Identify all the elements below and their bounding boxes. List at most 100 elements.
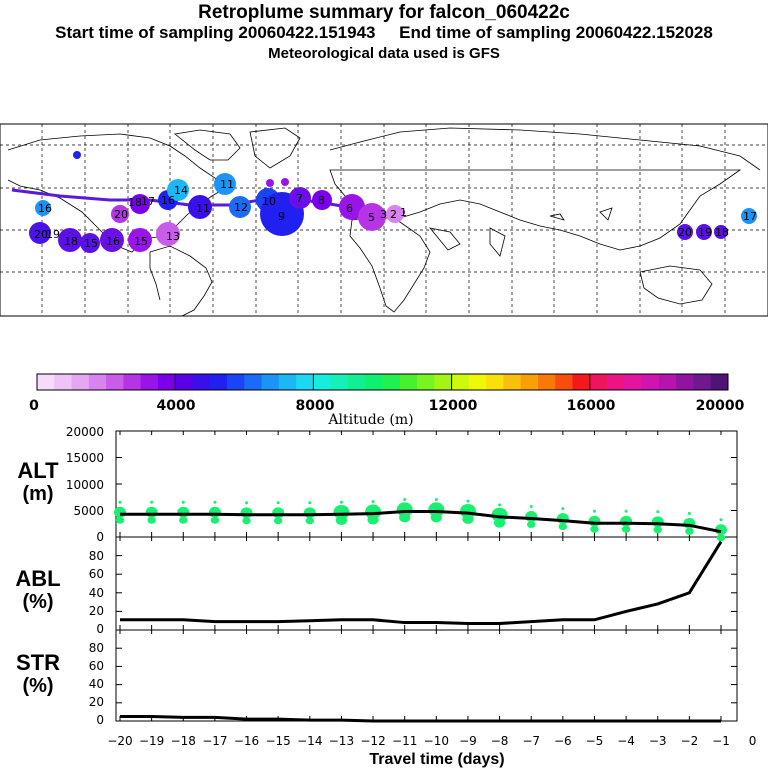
colorbar-swatch — [227, 374, 245, 390]
alt-scatter-blob — [399, 512, 411, 523]
colorbar-swatch — [175, 374, 193, 390]
alt-scatter-dot — [529, 504, 533, 508]
colorbar-swatch — [451, 374, 470, 390]
alt-scatter-dot — [403, 498, 407, 502]
colorbar-tick: 8000 — [296, 398, 335, 414]
alt-scatter-blob — [558, 522, 568, 531]
met-data-note: Meteorological data used is GFS — [268, 45, 500, 62]
plume-marker — [128, 228, 152, 252]
alt-scatter-blob — [303, 507, 316, 519]
map-label: 11 — [220, 178, 234, 191]
start-time: Start time of sampling 20060422.151943 — [55, 23, 376, 42]
abl-y-tick: 0 — [96, 622, 104, 636]
plume-marker — [281, 178, 289, 186]
sampling-times: Start time of sampling 20060422.151943 E… — [0, 23, 768, 43]
alt-scatter-blob — [115, 516, 125, 524]
alt-scatter-blob — [273, 517, 283, 525]
time-series-panels: ALT (m) ABL (%) STR (%) 0 5000 10000 150… — [15, 425, 756, 768]
alt-scatter-dot — [656, 510, 660, 514]
colorbar-frame — [36, 373, 729, 391]
colorbar-tick: 4000 — [157, 398, 196, 414]
map-coastlines — [7, 127, 761, 317]
map-label: 3 — [380, 208, 387, 221]
x-tick-label: −1 — [712, 734, 730, 748]
map-label: 17 — [743, 210, 757, 223]
map-label: 20 — [678, 226, 692, 239]
colorbar-tick: 12000 — [429, 398, 478, 414]
map-label: 11 — [196, 202, 210, 215]
x-tick-label: −16 — [234, 734, 259, 748]
alt-y-ticks: 0 5000 10000 15000 20000 — [66, 425, 104, 544]
colorbar-swatch — [607, 374, 625, 390]
alt-scatter-dot — [213, 500, 217, 504]
map-label: 14 — [174, 184, 188, 197]
colorbar-swatch — [37, 374, 55, 390]
map-label: 12 — [234, 201, 248, 214]
plume-marker — [73, 151, 81, 159]
colorbar — [36, 373, 729, 391]
abl-series-line — [120, 540, 723, 625]
alt-label: ALT — [17, 458, 59, 483]
alt-y-tick: 20000 — [66, 425, 104, 439]
str-panel-frame — [115, 629, 738, 722]
x-tick-label: 0 — [749, 734, 757, 748]
map-label: 20 — [114, 208, 128, 221]
alt-scatter-blob — [716, 534, 726, 542]
x-tick-label: −11 — [392, 734, 417, 748]
x-tick-label: −20 — [107, 734, 132, 748]
colorbar-swatch — [572, 374, 591, 390]
str-y-tick: 40 — [89, 677, 104, 691]
colorbar-swatch — [209, 374, 228, 390]
colorbar-swatch — [693, 374, 712, 390]
alt-series-line — [120, 510, 722, 534]
colorbar-swatch — [641, 374, 660, 390]
alt-scatter-blob — [621, 525, 631, 533]
colorbar-tick: 0 — [29, 398, 39, 414]
alt-scatter-dot — [371, 500, 375, 504]
alt-scatter-dot — [276, 501, 280, 505]
x-tick-label: −13 — [329, 734, 354, 748]
alt-scatter-blob — [590, 525, 599, 533]
colorbar-swatch — [555, 374, 574, 390]
alt-y-tick: 10000 — [66, 478, 104, 492]
alt-scatter-blob — [588, 515, 601, 527]
end-time: End time of sampling 20060422.152028 — [399, 23, 713, 42]
alt-scatter-blob — [462, 514, 474, 524]
colorbar-swatch — [278, 374, 297, 390]
chart-title: Retroplume summary for falcon_060422c — [198, 2, 570, 23]
map-label: 18 — [64, 235, 78, 248]
alt-scatter-dot — [561, 507, 565, 511]
plume-marker — [130, 194, 150, 214]
alt-scatter-dot — [245, 501, 249, 505]
alt-scatter-dot — [719, 518, 723, 522]
abl-y-tick: 40 — [89, 586, 104, 600]
str-y-tick: 20 — [89, 695, 104, 709]
map-label: 9 — [278, 210, 285, 223]
x-tick-label: −4 — [617, 734, 635, 748]
alt-scatter-blob — [114, 506, 126, 518]
world-map: 20 19 18 15 16 15 13 16 20 18 17 16 14 1… — [0, 123, 768, 317]
plume-marker — [188, 195, 212, 219]
plume-marker — [677, 224, 693, 240]
map-label: 2 — [390, 208, 397, 221]
colorbar-swatch — [624, 374, 643, 390]
map-label: 16 — [161, 194, 175, 207]
plume-marker — [312, 190, 332, 210]
colorbar-swatch — [313, 374, 332, 390]
plume-marker — [111, 205, 129, 223]
map-label: 19 — [46, 228, 60, 241]
colorbar-tick-labels: 0 4000 8000 12000 16000 20000 — [29, 398, 744, 414]
alt-y-tick: 5000 — [73, 504, 104, 518]
alt-scatter-blob — [367, 514, 379, 525]
plume-marker — [156, 222, 180, 246]
map-label: 6 — [346, 202, 353, 215]
alt-y-tick: 0 — [96, 530, 104, 544]
abl-unit: (%) — [22, 591, 53, 613]
map-label: 10 — [262, 195, 276, 208]
abl-panel-frame — [115, 536, 738, 631]
plume-marker — [58, 228, 82, 252]
colorbar-title: Altitude (m) — [327, 412, 413, 428]
x-tick-label: −9 — [459, 734, 477, 748]
map-label: 16 — [106, 235, 120, 248]
colorbar-swatch — [330, 374, 349, 390]
